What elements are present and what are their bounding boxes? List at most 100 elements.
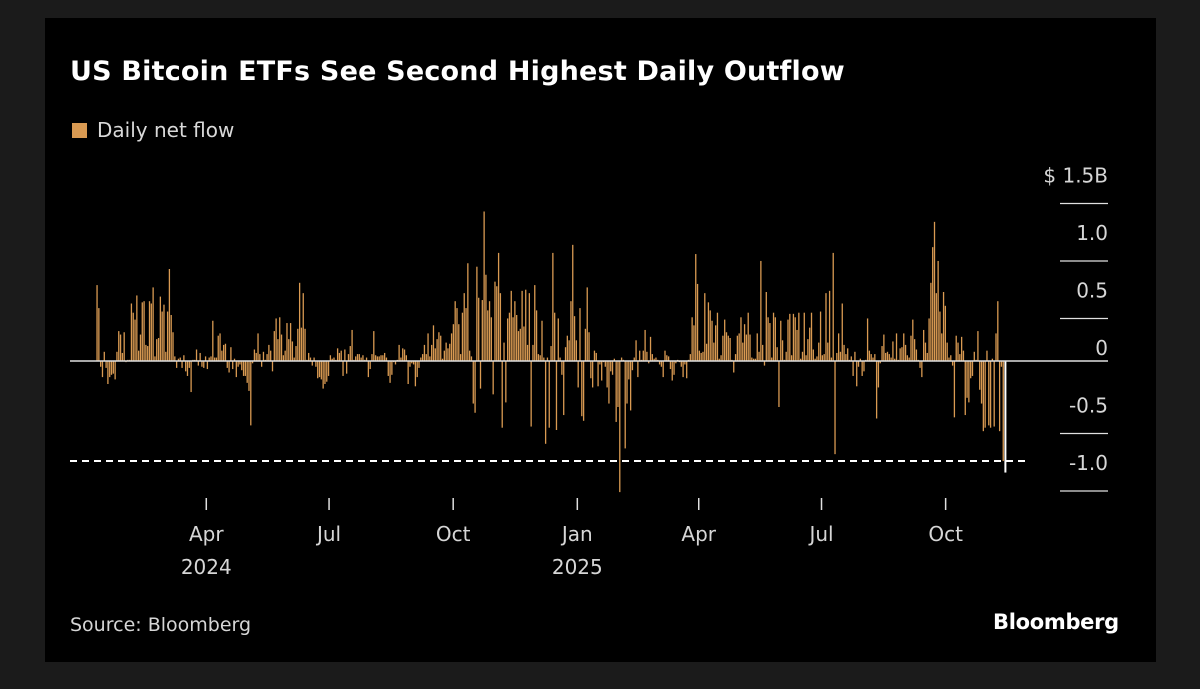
bar bbox=[525, 289, 527, 361]
bar bbox=[769, 323, 771, 361]
bar bbox=[642, 350, 644, 361]
bar bbox=[794, 317, 796, 361]
bar bbox=[436, 339, 438, 361]
bar bbox=[411, 361, 413, 364]
bar bbox=[271, 361, 274, 372]
bar bbox=[901, 347, 903, 361]
bar bbox=[615, 361, 617, 422]
bar bbox=[246, 361, 248, 383]
bar bbox=[816, 356, 818, 361]
bar bbox=[497, 252, 500, 361]
bar bbox=[242, 361, 245, 376]
bar bbox=[505, 361, 507, 403]
bar bbox=[248, 361, 250, 391]
bar bbox=[445, 342, 447, 361]
bar bbox=[181, 361, 183, 368]
bar bbox=[673, 361, 675, 375]
bar bbox=[986, 350, 988, 361]
bar bbox=[469, 350, 471, 361]
bar bbox=[894, 358, 896, 361]
bar bbox=[847, 348, 849, 361]
bar bbox=[866, 318, 869, 361]
bar bbox=[118, 331, 120, 361]
bar bbox=[338, 352, 341, 361]
bar bbox=[143, 301, 145, 361]
bar bbox=[704, 293, 706, 361]
x-tick-label: Jan bbox=[560, 522, 593, 546]
bar bbox=[691, 317, 693, 361]
bar bbox=[333, 357, 335, 361]
bar bbox=[260, 361, 263, 367]
bar bbox=[903, 333, 905, 361]
bar bbox=[501, 361, 503, 428]
bar bbox=[329, 355, 332, 361]
bar bbox=[387, 361, 389, 376]
bar bbox=[774, 317, 776, 361]
bar bbox=[655, 357, 657, 361]
bar bbox=[991, 358, 994, 361]
bar bbox=[913, 339, 916, 361]
bar bbox=[347, 354, 350, 361]
bar bbox=[566, 335, 568, 361]
bar bbox=[235, 361, 237, 378]
bar bbox=[383, 352, 386, 361]
bar bbox=[233, 358, 236, 361]
bar bbox=[771, 357, 773, 361]
bar bbox=[725, 332, 728, 361]
bar bbox=[546, 357, 549, 361]
bar bbox=[391, 361, 393, 375]
bar bbox=[684, 361, 686, 365]
bar bbox=[606, 361, 608, 388]
bar bbox=[270, 350, 272, 361]
bar bbox=[942, 292, 945, 361]
bar bbox=[467, 263, 469, 361]
bar bbox=[561, 361, 563, 375]
x-tick-label: Oct bbox=[928, 522, 963, 546]
bar bbox=[485, 274, 487, 361]
bar bbox=[300, 327, 303, 361]
bar bbox=[340, 350, 342, 361]
bar bbox=[982, 361, 984, 432]
bar bbox=[763, 361, 766, 366]
bar bbox=[814, 358, 816, 361]
bar bbox=[385, 357, 388, 361]
bar bbox=[447, 348, 449, 361]
bar bbox=[977, 331, 979, 361]
bar bbox=[950, 355, 952, 361]
bar bbox=[792, 313, 795, 361]
bar bbox=[317, 361, 319, 379]
bar bbox=[492, 361, 494, 395]
bar bbox=[291, 341, 294, 361]
bar bbox=[682, 361, 684, 378]
bar bbox=[324, 361, 326, 384]
bar bbox=[747, 312, 749, 361]
bar bbox=[756, 333, 758, 361]
bar bbox=[376, 356, 379, 361]
bar bbox=[165, 351, 167, 361]
bar bbox=[365, 357, 368, 361]
bar bbox=[478, 297, 480, 361]
bar bbox=[186, 361, 189, 376]
bar bbox=[152, 287, 154, 361]
bar bbox=[239, 361, 241, 365]
bar bbox=[926, 352, 928, 361]
bar bbox=[454, 301, 456, 361]
bar bbox=[736, 335, 739, 361]
bar bbox=[421, 354, 424, 361]
bar bbox=[459, 354, 462, 361]
bar bbox=[818, 342, 820, 361]
bar bbox=[570, 301, 572, 361]
bar bbox=[968, 361, 970, 403]
bar bbox=[1002, 361, 1004, 462]
bar bbox=[488, 301, 491, 361]
bar bbox=[308, 352, 310, 361]
bar bbox=[962, 350, 965, 361]
bar bbox=[868, 350, 871, 361]
bar bbox=[749, 334, 751, 361]
bar bbox=[575, 340, 578, 361]
bar bbox=[351, 329, 353, 361]
bar bbox=[895, 333, 898, 361]
bar bbox=[237, 361, 239, 367]
bar bbox=[819, 311, 822, 361]
bar bbox=[552, 252, 554, 361]
